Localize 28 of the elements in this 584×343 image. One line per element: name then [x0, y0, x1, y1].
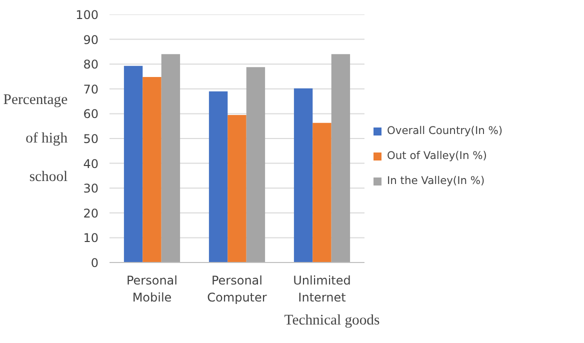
- y-tick-label: 50: [83, 132, 99, 146]
- bar: [294, 88, 313, 262]
- bar: [124, 66, 143, 262]
- y-tick-label: 70: [83, 82, 99, 96]
- y-tick-label: 40: [83, 156, 99, 171]
- y-tick-label: 0: [90, 256, 99, 270]
- x-tick-label: Personal Mobile: [126, 274, 178, 304]
- bar: [142, 76, 162, 262]
- x-tick-label: Unlimited Internet: [293, 274, 351, 304]
- legend-label: Out of Valley(In %): [387, 149, 487, 162]
- bar: [208, 91, 228, 262]
- y-tick-label: 60: [83, 107, 99, 122]
- y-tick-label: 90: [83, 32, 99, 47]
- legend-label: In the Valley(In %): [387, 174, 485, 187]
- bar: [246, 67, 266, 262]
- legend-label: Overall Country(In %): [387, 124, 503, 137]
- bar: [161, 54, 180, 262]
- text: Percentage of high school: [3, 92, 68, 185]
- y-tick-label: 30: [83, 182, 99, 196]
- x-tick-label: Personal Computer: [207, 274, 267, 304]
- y-tick-label: 10: [83, 231, 99, 246]
- bar: [228, 114, 246, 262]
- bar: [331, 54, 350, 262]
- y-tick-label: 20: [83, 206, 99, 220]
- y-tick-label: 100: [76, 8, 98, 22]
- y-tick-label: 80: [83, 58, 99, 72]
- x-axis-title: Technical goods: [284, 312, 380, 328]
- bar: [312, 122, 332, 262]
